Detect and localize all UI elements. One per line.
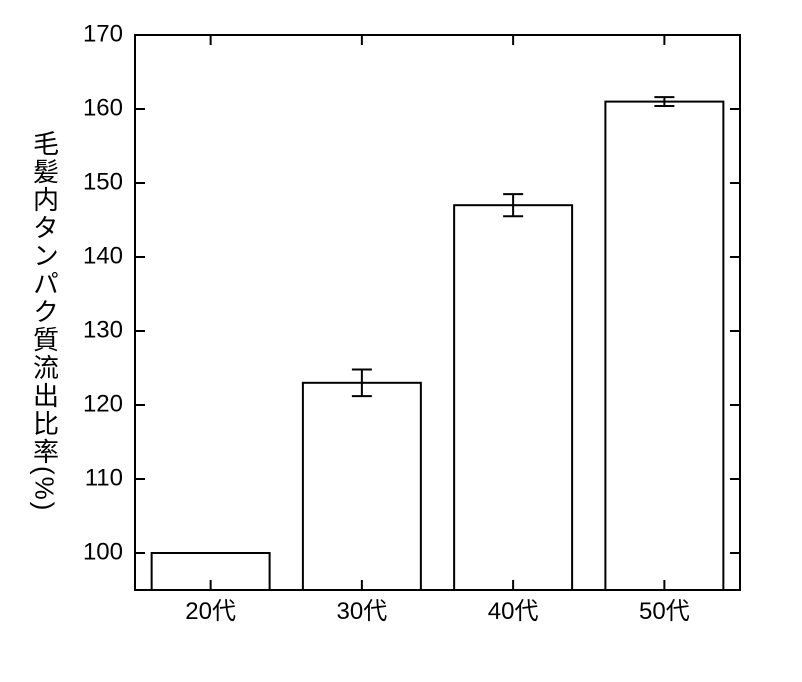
y-axis-label: 毛髪内タンパク質流出比率(%) — [30, 50, 60, 592]
y-tick-label: 170 — [83, 20, 123, 47]
x-tick-label: 50代 — [639, 598, 690, 625]
bar — [303, 383, 421, 590]
y-tick-label: 130 — [83, 316, 123, 343]
x-tick-label: 30代 — [337, 598, 388, 625]
y-tick-label: 140 — [83, 242, 123, 269]
bar — [454, 205, 572, 590]
y-tick-label: 160 — [83, 94, 123, 121]
y-tick-label: 100 — [83, 538, 123, 565]
bar-chart: 毛髪内タンパク質流出比率(%) 100 110 120 130 140 150 160 170… — [0, 0, 802, 682]
chart-svg: 100 110 120 130 140 150 160 170 20代 30代 40代 50代 — [0, 0, 802, 682]
x-tick-label: 20代 — [185, 598, 236, 625]
y-tick-label: 150 — [83, 168, 123, 195]
y-tick-label: 110 — [85, 464, 123, 491]
y-tick-label: 120 — [83, 390, 123, 417]
x-tick-label: 40代 — [488, 598, 539, 625]
bar — [605, 102, 723, 590]
